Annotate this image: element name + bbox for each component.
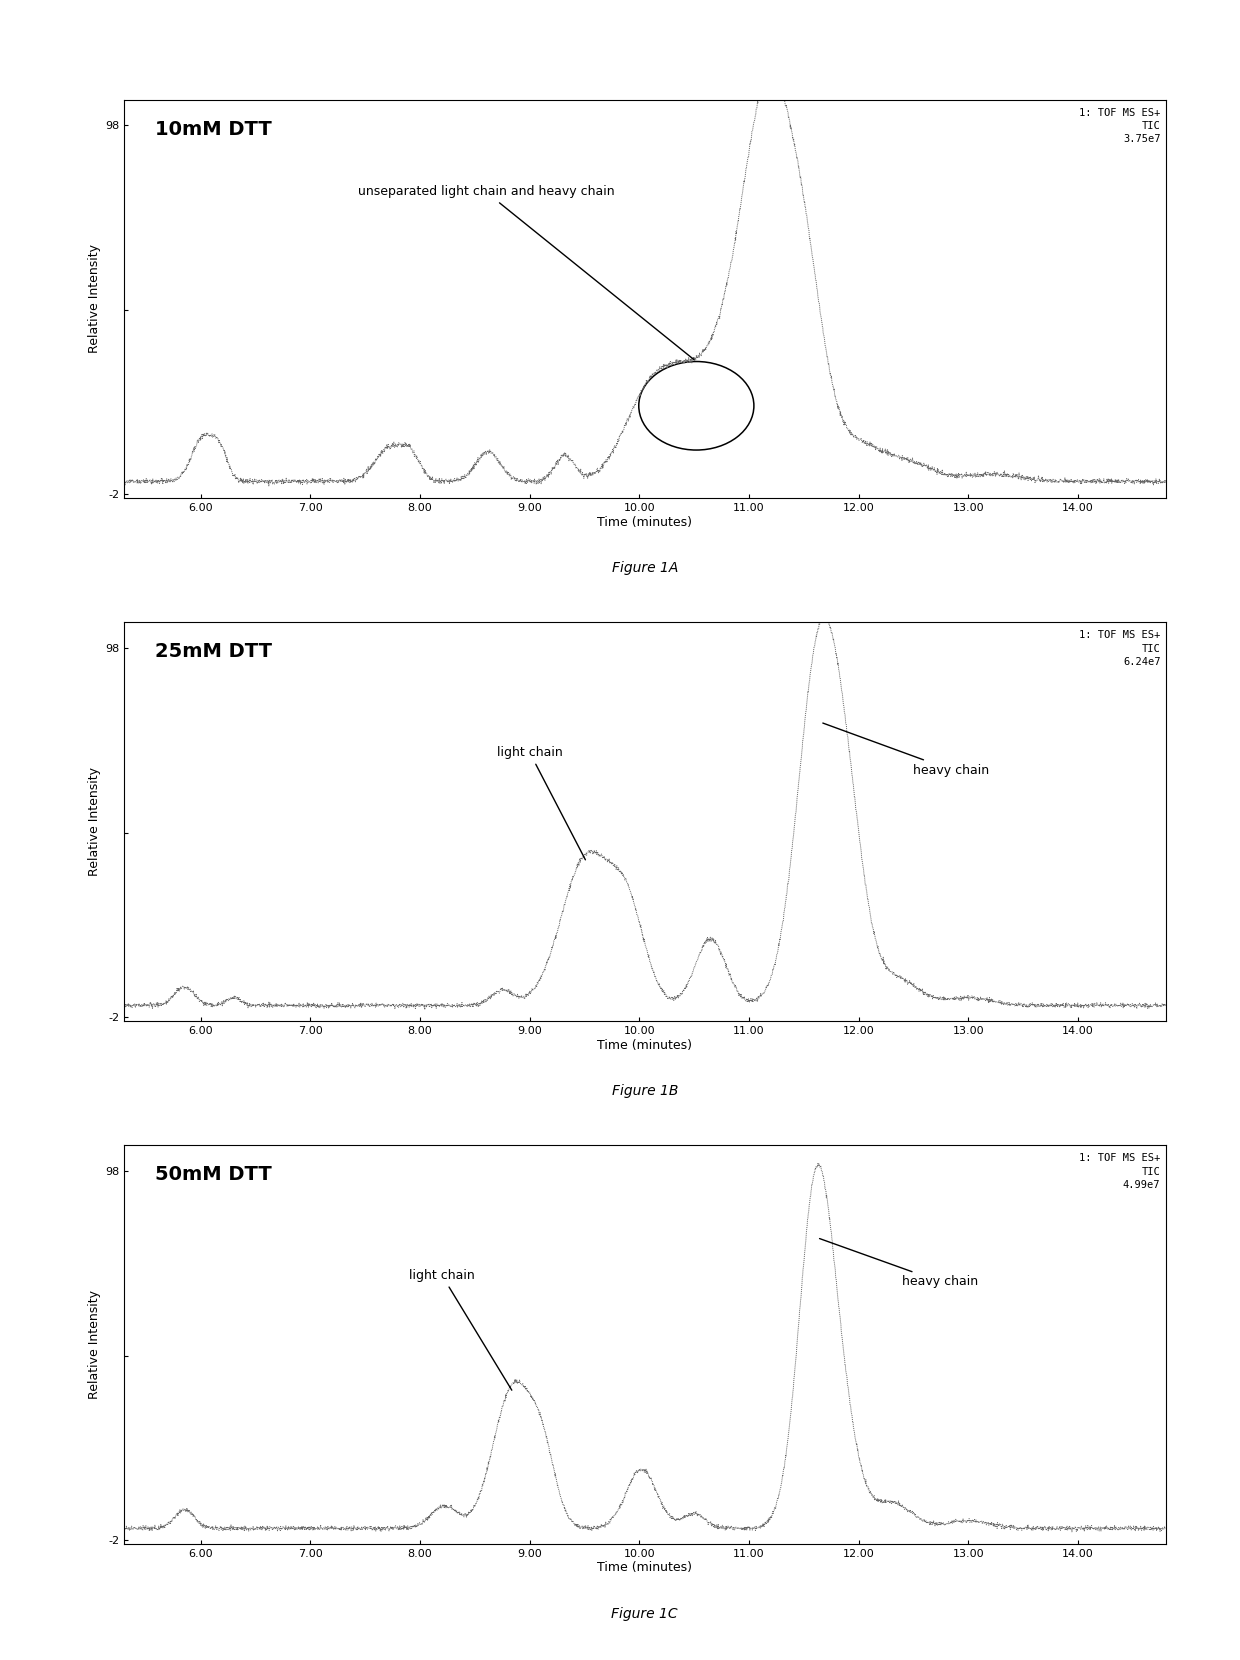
X-axis label: Time (minutes): Time (minutes) (598, 1039, 692, 1051)
Text: heavy chain: heavy chain (823, 724, 990, 777)
Text: 10mM DTT: 10mM DTT (155, 120, 272, 138)
Text: 1: TOF MS ES+
TIC
4.99e7: 1: TOF MS ES+ TIC 4.99e7 (1079, 1154, 1161, 1190)
X-axis label: Time (minutes): Time (minutes) (598, 1562, 692, 1574)
Text: unseparated light chain and heavy chain: unseparated light chain and heavy chain (357, 186, 694, 360)
Y-axis label: Relative Intensity: Relative Intensity (88, 1290, 100, 1399)
Text: Figure 1C: Figure 1C (611, 1607, 678, 1620)
Text: 25mM DTT: 25mM DTT (155, 642, 273, 661)
Text: light chain: light chain (409, 1268, 512, 1389)
Y-axis label: Relative Intensity: Relative Intensity (88, 767, 100, 876)
Text: 1: TOF MS ES+
TIC
6.24e7: 1: TOF MS ES+ TIC 6.24e7 (1079, 631, 1161, 667)
Text: 1: TOF MS ES+
TIC
3.75e7: 1: TOF MS ES+ TIC 3.75e7 (1079, 108, 1161, 144)
X-axis label: Time (minutes): Time (minutes) (598, 516, 692, 528)
Text: light chain: light chain (497, 745, 585, 860)
Text: heavy chain: heavy chain (820, 1238, 978, 1288)
Text: Figure 1B: Figure 1B (611, 1084, 678, 1097)
Y-axis label: Relative Intensity: Relative Intensity (88, 244, 100, 354)
Text: 50mM DTT: 50mM DTT (155, 1165, 272, 1184)
Text: Figure 1A: Figure 1A (611, 561, 678, 574)
